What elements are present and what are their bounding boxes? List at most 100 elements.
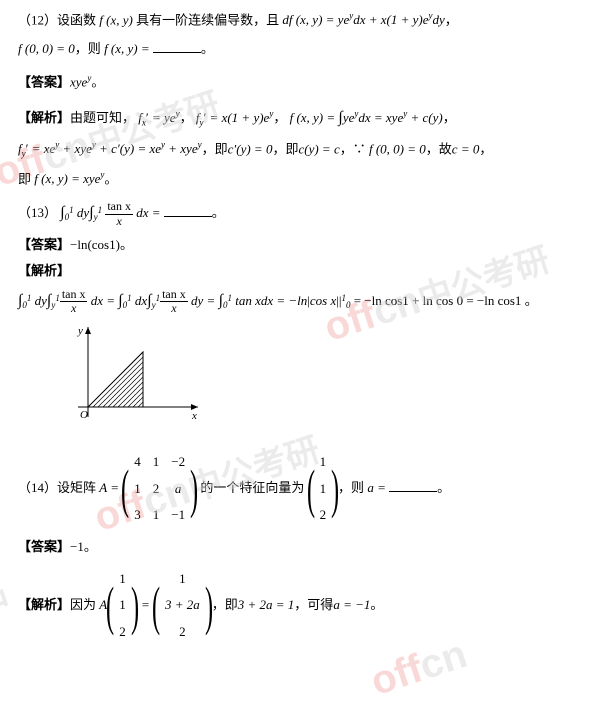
rparen: ) — [190, 462, 198, 516]
m: = — [138, 597, 153, 612]
c: ， — [443, 110, 456, 125]
n: tan x — [160, 288, 188, 302]
m: = x(1 + y)e — [206, 110, 269, 125]
p: 。 — [370, 597, 383, 612]
m: + c(y) — [407, 110, 442, 125]
vec: 112 — [113, 566, 132, 646]
c: ， — [180, 110, 193, 125]
q12-line1: （12）设函数 f (x, y) 具有一阶连续偏导数，且 df (x, y) =… — [18, 8, 582, 33]
num: tan x — [105, 200, 133, 214]
m: = −ln cos1 + ln cos 0 = −ln cos1 — [350, 293, 521, 308]
m: a = −1 — [333, 597, 370, 612]
m: f (x, y) = — [101, 41, 153, 56]
den: x — [105, 215, 133, 228]
t: ，故 — [426, 141, 452, 156]
m: = ye — [149, 110, 176, 125]
q13-line1: （13） ∫01 dy∫y1 tan xx dx = 。 — [18, 198, 582, 228]
ans: −1 — [70, 539, 84, 554]
q13-sol-label: 【解析】 — [18, 259, 582, 284]
lparen: ( — [152, 579, 160, 633]
p: 。 — [212, 205, 225, 220]
rparen: ) — [205, 579, 213, 633]
m: dy — [31, 293, 47, 308]
q12-answer: 【答案】xyey。 — [18, 70, 582, 95]
m: dx + x(1 + y)e — [353, 12, 428, 27]
m: c = 0 — [452, 141, 480, 156]
sol-label: 【解析】 — [18, 263, 70, 278]
text: （12）设函数 — [18, 12, 99, 27]
d: x — [60, 302, 88, 315]
m: ye — [343, 110, 355, 125]
p: 。 — [91, 74, 104, 89]
lparen: ( — [106, 579, 114, 633]
sol-label: 【解析】 — [18, 597, 70, 612]
t: ，即 — [272, 141, 298, 156]
m: + c′(y) = xe — [96, 141, 161, 156]
q14-line1: （14）设矩阵 A = (41−212a31−1) 的一个特征向量为 (112)… — [18, 449, 582, 529]
lparen: ( — [307, 462, 315, 516]
t: ，即 — [202, 141, 228, 156]
vec-result: 13 + 2a2 — [159, 566, 206, 646]
q13-sol-line: ∫01 dy∫y1tan xx dx = ∫01 dx∫y1tan xx dy … — [18, 286, 582, 316]
rparen: ) — [331, 462, 339, 516]
s: 1 — [98, 205, 103, 215]
p: 。 — [120, 237, 133, 252]
fxy: f (x, y) — [99, 12, 133, 27]
axis-svg: O x y — [58, 322, 208, 432]
t: ，则 — [75, 41, 101, 56]
t: 即 — [18, 171, 31, 186]
text: 具有一阶连续偏导数，且 — [133, 12, 283, 27]
t: （14）设矩阵 — [18, 480, 99, 495]
x-label: x — [191, 410, 197, 422]
q12-line2: f (0, 0) = 0，则 f (x, y) = 。 — [18, 37, 582, 62]
m: cos x — [310, 293, 336, 308]
t: （13） — [18, 205, 57, 220]
m: c(y) = c — [298, 141, 339, 156]
t: ，可得 — [294, 597, 333, 612]
q12-sol-2: fy′ = xey + xyey + c′(y) = xey + xyey，即c… — [18, 137, 582, 163]
sol-label: 【解析】 — [18, 110, 70, 125]
ans-label: 【答案】 — [18, 237, 70, 252]
q12-sol-1: 【解析】由题可知， fx′ = yey， fy′ = x(1 + y)ey， f… — [18, 103, 582, 133]
c: ， — [273, 110, 286, 125]
t: ，∵ — [340, 141, 366, 156]
m: + xye — [165, 141, 198, 156]
t: 由题可知， — [70, 110, 135, 125]
m: f (0, 0) = 0 — [366, 141, 426, 156]
p: 。 — [104, 171, 117, 186]
m: + xye — [59, 141, 92, 156]
ans: xye — [70, 74, 87, 89]
m: A = — [99, 480, 122, 495]
m: dx = — [87, 293, 118, 308]
q12-sol-3: 即 f (x, y) = xyey。 — [18, 167, 582, 192]
n: tan x — [60, 288, 88, 302]
q13-answer: 【答案】−ln(cos1)。 — [18, 233, 582, 258]
d: x — [160, 302, 188, 315]
m: = xe — [28, 141, 55, 156]
m: dx = — [136, 205, 164, 220]
m: tan xdx = −ln — [232, 293, 307, 308]
t: 的一个特征向量为 — [200, 480, 307, 495]
t: 因为 — [70, 597, 99, 612]
m: f (x, y) = xye — [31, 171, 100, 186]
ans-label: 【答案】 — [18, 74, 70, 89]
m: 3 + 2a = 1 — [238, 597, 295, 612]
matrix-A: 41−212a31−1 — [128, 449, 191, 529]
t: ，则 — [338, 480, 367, 495]
m: f (0, 0) = 0 — [18, 41, 75, 56]
m: df (x, y) = ye — [282, 12, 349, 27]
q14-answer: 【答案】−1。 — [18, 535, 582, 560]
m: a = — [367, 480, 389, 495]
y-label: y — [77, 325, 83, 337]
rparen: ) — [131, 579, 139, 633]
p: 。 — [437, 480, 450, 495]
lparen: ( — [121, 462, 129, 516]
p: 。 — [84, 539, 97, 554]
eigenvector: 112 — [314, 449, 333, 529]
m: c′(y) = 0 — [228, 141, 273, 156]
blank — [164, 205, 212, 217]
m: dy — [433, 12, 445, 27]
m: dy = — [188, 293, 219, 308]
m: f (x, y) = — [290, 110, 339, 125]
t: ，即 — [212, 597, 238, 612]
